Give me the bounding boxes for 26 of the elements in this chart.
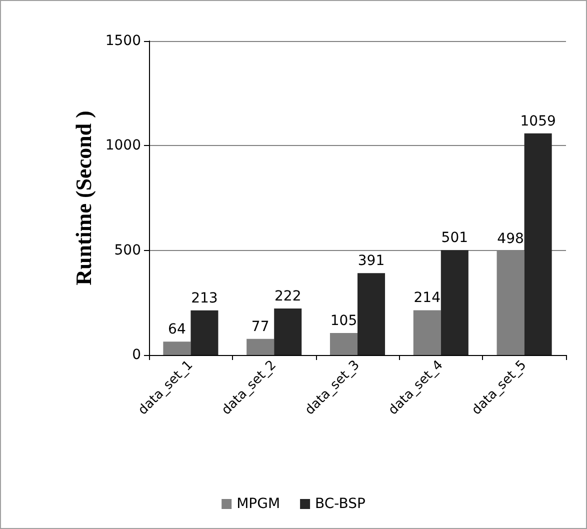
y-tick-label: 0 bbox=[132, 347, 141, 363]
bar bbox=[163, 342, 191, 355]
bar bbox=[274, 308, 302, 355]
y-axis-title: Runtime (Second ) bbox=[70, 110, 96, 286]
data-label: 391 bbox=[358, 253, 385, 270]
data-label: 105 bbox=[330, 313, 358, 330]
data-label: 77 bbox=[251, 318, 270, 335]
bar bbox=[440, 250, 468, 355]
data-label: 501 bbox=[441, 230, 468, 246]
y-tick-label: 1000 bbox=[105, 138, 141, 154]
data-label: 213 bbox=[191, 290, 218, 306]
bar bbox=[413, 310, 441, 355]
bar bbox=[524, 133, 552, 355]
bar bbox=[246, 338, 274, 355]
data-label: 64 bbox=[168, 322, 186, 338]
data-label: 214 bbox=[414, 290, 441, 306]
bar bbox=[190, 310, 218, 355]
legend-label: BC-BSP bbox=[315, 496, 366, 512]
data-label: 498 bbox=[497, 230, 524, 247]
y-tick-label: 500 bbox=[114, 242, 141, 258]
y-tick-label: 1500 bbox=[105, 33, 141, 49]
data-label: 222 bbox=[274, 288, 302, 305]
bar bbox=[358, 273, 386, 355]
legend-label: MPGM bbox=[236, 496, 280, 512]
bar bbox=[330, 333, 358, 355]
data-label: 1059 bbox=[520, 113, 556, 130]
